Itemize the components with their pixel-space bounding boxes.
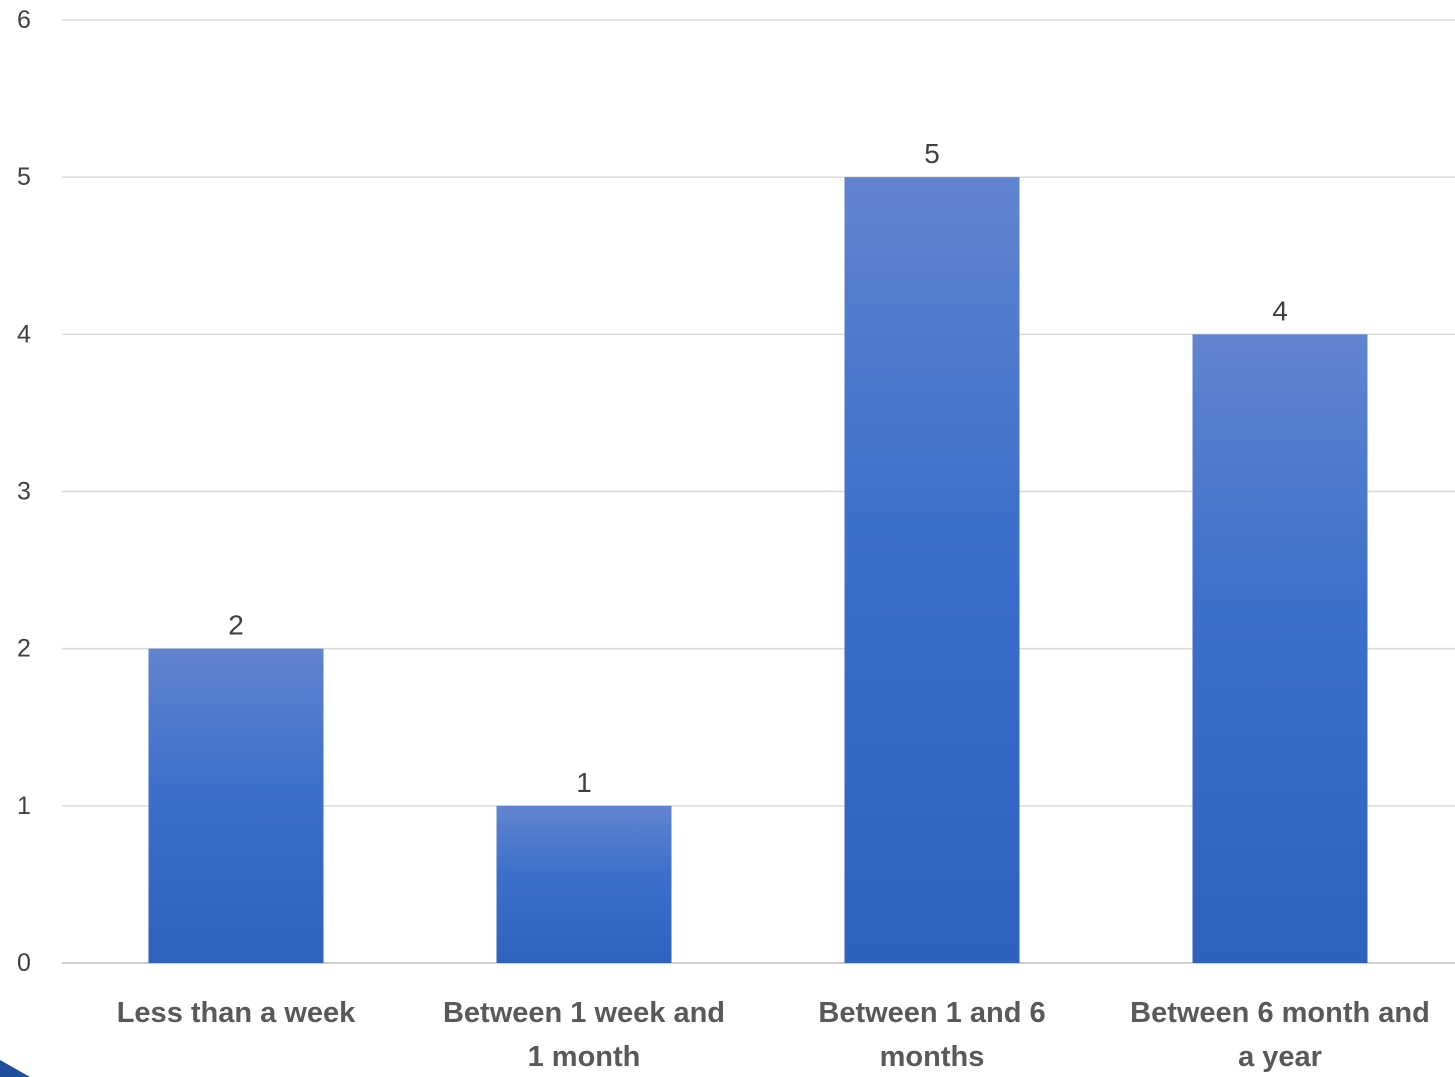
category-label-2: Between 1 week and 1 month [443,997,725,1073]
data-label-4: 4 [1272,295,1288,326]
data-label-1: 2 [228,610,244,641]
category-label-3-line-1: Between 1 and 6 [818,997,1045,1029]
y-tick-label-4: 4 [17,320,31,348]
category-label-4-line-2: a year [1238,1041,1322,1073]
category-label-4: Between 6 month and a year [1130,997,1430,1073]
corner-accent-shape [0,1060,30,1077]
bar-3 [844,177,1020,963]
x-axis-category-labels: Less than a week Between 1 week and 1 mont… [117,997,1430,1073]
y-tick-label-0: 0 [17,949,31,977]
bars [148,177,1368,963]
y-tick-label-3: 3 [17,478,31,506]
category-label-3-line-2: months [880,1041,985,1073]
category-label-1: Less than a week [117,997,356,1029]
data-label-2: 1 [576,767,592,798]
data-label-3: 5 [924,138,940,169]
y-tick-label-2: 2 [17,635,31,663]
category-label-3: Between 1 and 6 months [818,997,1045,1073]
bar-4 [1192,334,1368,963]
y-axis-tick-labels: 0 1 2 3 4 5 6 [17,6,31,977]
category-label-1-line-1: Less than a week [117,997,356,1029]
category-label-4-line-1: Between 6 month and [1130,997,1430,1029]
category-label-2-line-1: Between 1 week and [443,997,725,1029]
data-labels: 2 1 5 4 [228,138,1288,798]
bar-1 [148,648,324,963]
y-tick-label-6: 6 [17,6,31,34]
category-label-2-line-2: 1 month [528,1041,641,1073]
bar-2 [496,805,672,963]
y-tick-label-5: 5 [17,163,31,191]
y-tick-label-1: 1 [17,792,31,820]
